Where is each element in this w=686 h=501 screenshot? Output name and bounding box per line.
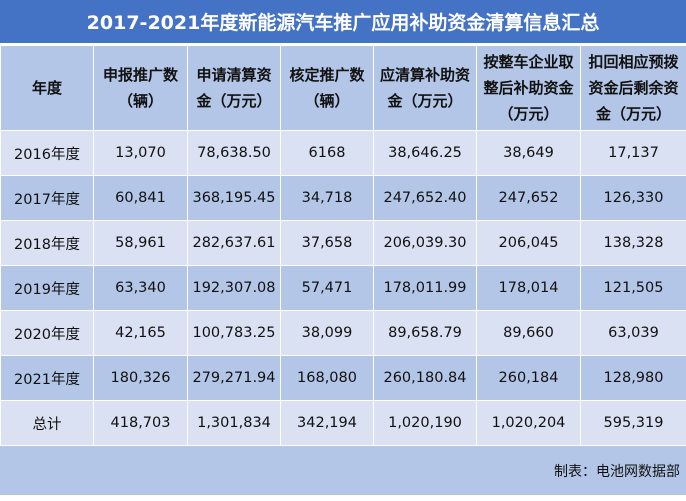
value-cell: 168,080	[280, 355, 374, 401]
table-row: 2018年度 58,961 282,637.61 37,658 206,039.30 20…	[0, 220, 686, 266]
value-cell: 279,271.94	[187, 355, 281, 401]
value-cell: 38,646.25	[373, 130, 477, 176]
table-title: 2017-2021年度新能源汽车推广应用补助资金清算信息汇总	[0, 0, 686, 45]
column-header: 按整车企业取整后补助资金（万元）	[476, 45, 581, 131]
value-cell: 1,301,834	[187, 400, 281, 446]
column-header: 应清算补助资金（万元）	[373, 45, 477, 131]
value-cell: 60,841	[93, 175, 188, 221]
value-cell: 17,137	[580, 130, 686, 176]
value-cell: 260,184	[476, 355, 581, 401]
table-row: 2020年度 42,165 100,783.25 38,099 89,658.79 89,…	[0, 310, 686, 356]
table-row: 2016年度 13,070 78,638.50 6168 38,646.25 38,649…	[0, 130, 686, 176]
year-cell: 2019年度	[0, 265, 94, 311]
value-cell: 38,099	[280, 310, 374, 356]
total-row: 总计 418,703 1,301,834 342,194 1,020,190 1,020,…	[0, 400, 686, 446]
year-cell: 总计	[0, 400, 94, 446]
value-cell: 247,652.40	[373, 175, 477, 221]
value-cell: 247,652	[476, 175, 581, 221]
value-cell: 206,045	[476, 220, 581, 266]
value-cell: 38,649	[476, 130, 581, 176]
value-cell: 126,330	[580, 175, 686, 221]
value-cell: 206,039.30	[373, 220, 477, 266]
year-cell: 2021年度	[0, 355, 94, 401]
value-cell: 178,011.99	[373, 265, 477, 311]
column-header: 申报推广数（辆）	[93, 45, 188, 131]
value-cell: 178,014	[476, 265, 581, 311]
value-cell: 34,718	[280, 175, 374, 221]
value-cell: 368,195.45	[187, 175, 281, 221]
value-cell: 6168	[280, 130, 374, 176]
table-row: 2021年度 180,326 279,271.94 168,080 260,180.84…	[0, 355, 686, 401]
value-cell: 595,319	[580, 400, 686, 446]
value-cell: 128,980	[580, 355, 686, 401]
value-cell: 180,326	[93, 355, 188, 401]
value-cell: 192,307.08	[187, 265, 281, 311]
year-cell: 2020年度	[0, 310, 94, 356]
value-cell: 100,783.25	[187, 310, 281, 356]
value-cell: 63,039	[580, 310, 686, 356]
value-cell: 37,658	[280, 220, 374, 266]
value-cell: 282,637.61	[187, 220, 281, 266]
value-cell: 13,070	[93, 130, 188, 176]
column-header: 核定推广数（辆）	[280, 45, 374, 131]
value-cell: 418,703	[93, 400, 188, 446]
value-cell: 42,165	[93, 310, 188, 356]
value-cell: 89,660	[476, 310, 581, 356]
column-header: 扣回相应预拨资金后剩余资金（万元）	[580, 45, 686, 131]
column-header: 申请清算资金（万元）	[187, 45, 281, 131]
column-header: 年度	[0, 45, 94, 131]
value-cell: 57,471	[280, 265, 374, 311]
table-row: 2017年度 60,841 368,195.45 34,718 247,652.40 24…	[0, 175, 686, 221]
subsidy-table: 年度 申报推广数（辆） 申请清算资金（万元） 核定推广数（辆） 应清算补助资金（万元）按…	[0, 45, 686, 446]
value-cell: 1,020,204	[476, 400, 581, 446]
value-cell: 89,658.79	[373, 310, 477, 356]
year-cell: 2016年度	[0, 130, 94, 176]
source-note: 制表：电池网数据部	[0, 446, 686, 495]
value-cell: 63,340	[93, 265, 188, 311]
value-cell: 78,638.50	[187, 130, 281, 176]
year-cell: 2017年度	[0, 175, 94, 221]
value-cell: 260,180.84	[373, 355, 477, 401]
value-cell: 138,328	[580, 220, 686, 266]
value-cell: 121,505	[580, 265, 686, 311]
table-row: 2019年度 63,340 192,307.08 57,471 178,011.99 17…	[0, 265, 686, 311]
header-row: 年度 申报推广数（辆） 申请清算资金（万元） 核定推广数（辆） 应清算补助资金（万元）按…	[0, 45, 686, 131]
value-cell: 1,020,190	[373, 400, 477, 446]
year-cell: 2018年度	[0, 220, 94, 266]
value-cell: 58,961	[93, 220, 188, 266]
value-cell: 342,194	[280, 400, 374, 446]
